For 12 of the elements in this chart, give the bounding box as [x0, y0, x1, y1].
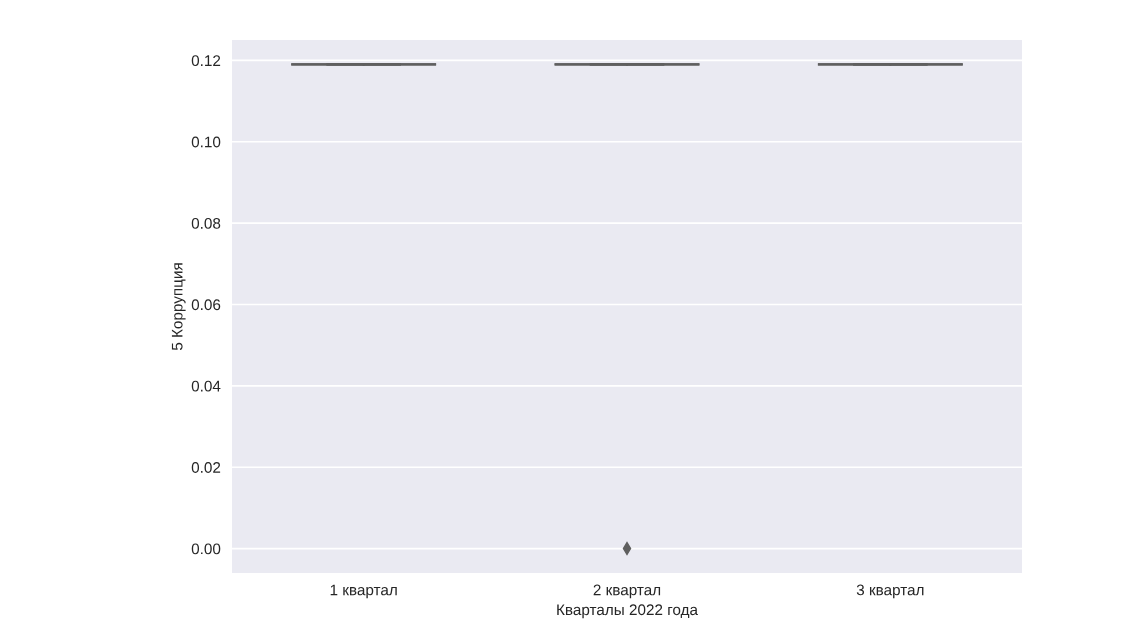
x-tick-label: 3 квартал — [856, 584, 924, 599]
y-tick-label: 0.10 — [191, 136, 221, 148]
y-tick-label: 0.02 — [191, 462, 221, 473]
x-tick-label: 1 квартал — [330, 584, 397, 599]
x-tick-label: 2 квартал — [593, 584, 661, 599]
y-tick-label: 0.12 — [191, 55, 221, 67]
y-axis-title: 5 Коррупция — [171, 263, 186, 351]
y-tick-label: 0.04 — [191, 380, 221, 392]
y-tick-label: 0.06 — [191, 299, 221, 311]
x-axis-title: Кварталы 2022 года — [557, 604, 698, 619]
y-tick-label: 0.08 — [191, 217, 221, 229]
y-tick-label: 0.00 — [191, 543, 221, 555]
